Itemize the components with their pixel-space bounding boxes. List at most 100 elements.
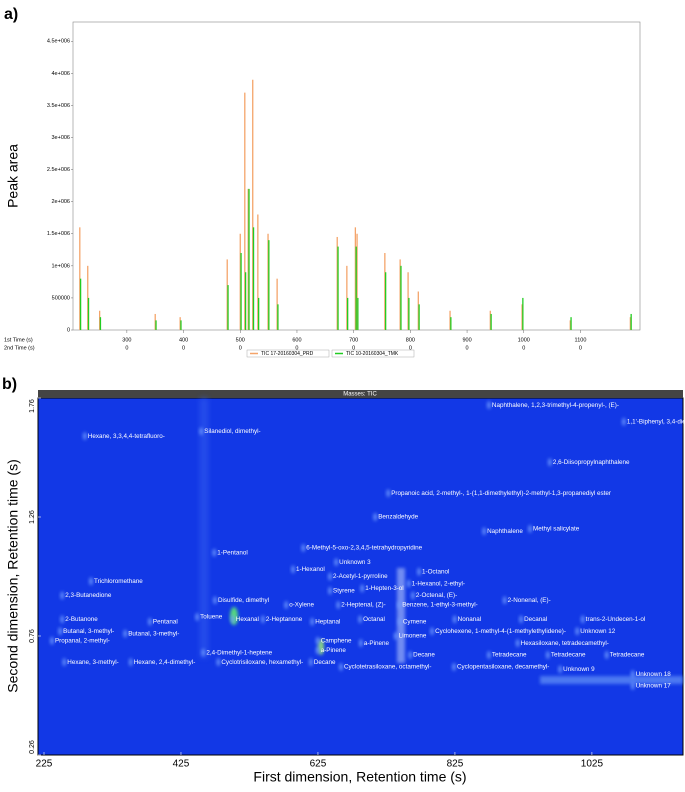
spot [360, 584, 365, 593]
spot [128, 658, 133, 667]
compound-label: a-Pinene [364, 640, 390, 647]
x-tick-label: 300 [122, 337, 131, 343]
compound-label: Unknown 12 [580, 628, 616, 635]
compound-label: Naphthalene [487, 528, 523, 535]
spot [60, 591, 65, 600]
compound-label: Tetradecane [551, 652, 586, 659]
spot [452, 615, 457, 624]
x-tick-label: 400 [179, 337, 188, 343]
legend-box [246, 349, 330, 358]
compound-label: trans-2-Undecen-1-ol [586, 616, 646, 623]
compound-label: a-Pinene [321, 647, 347, 654]
spot [373, 513, 378, 521]
spot [82, 432, 87, 441]
spot [397, 617, 402, 626]
x-tick-label: 900 [462, 337, 471, 343]
compound-label: 1-Hexanol [296, 566, 325, 573]
spot [519, 615, 524, 624]
compound-label: Nonanal [458, 616, 481, 623]
title-bar [38, 390, 683, 398]
y-tick-label: 1.76 [29, 399, 36, 413]
spot [308, 658, 313, 667]
spot [580, 615, 585, 624]
compound-label: Silanediol, dimethyl- [204, 428, 260, 435]
x2-tick-label: 0 [522, 345, 525, 351]
compound-label: Methyl salicylate [533, 526, 580, 533]
compound-label: Limonene [399, 633, 427, 640]
y-tick-label: 2e+006 [51, 199, 70, 205]
compound-label: o-Xylene [289, 602, 314, 609]
spot [230, 615, 235, 624]
compound-label: Benzene, 1-ethyl-3-methyl- [402, 602, 478, 609]
legend-label: TIC 17-20160304_PRD [261, 351, 314, 357]
compound-label: Hexane, 3,3,4,4-tetrafluoro- [88, 433, 165, 440]
compound-label: Cyclotetrasiloxane, octamethyl- [344, 664, 432, 671]
compound-label: Benzaldehyde [378, 514, 418, 521]
spot [630, 670, 635, 679]
smear [540, 676, 683, 684]
compound-label: Cyclotrisiloxane, hexamethyl- [221, 659, 303, 666]
spot [486, 651, 491, 660]
x-axis-label: First dimension, Retention time (s) [253, 769, 466, 785]
y-tick-label: 4e+006 [51, 71, 70, 77]
compound-label: Cymene [403, 618, 427, 625]
spot [147, 617, 152, 626]
compound-label: 6-Methyl-5-oxo-2,3,4,5-tetrahydropyridin… [306, 545, 422, 552]
spot [336, 601, 341, 610]
spot [301, 543, 306, 552]
spot [502, 596, 507, 605]
spot [310, 617, 315, 626]
compound-label: Octanal [363, 616, 385, 623]
x-tick-label: 600 [292, 337, 301, 343]
compound-label: Propanoic acid, 2-methyl-, 1-(1,1-dimeth… [391, 490, 611, 497]
compound-label: Unknown 17 [636, 683, 672, 690]
spot [397, 601, 402, 610]
compound-label: 1-Octanol [422, 568, 449, 575]
y-tick-label: 4.5e+006 [47, 39, 70, 45]
compound-label: Disulfide, dimethyl [218, 597, 269, 604]
spot [62, 658, 67, 667]
spot [545, 651, 550, 660]
spot [621, 417, 626, 426]
y-tick-label: 0.26 [29, 740, 36, 754]
x2-tick-label: 0 [352, 345, 355, 351]
spot [558, 665, 563, 674]
legend-label: TIC 10-20160304_TMK [346, 351, 399, 357]
compound-label: Propanal, 2-methyl- [55, 637, 110, 644]
x-row-label: 1st Time (s) [4, 337, 33, 343]
x-tick-label: 1025 [581, 759, 604, 770]
y-tick-label: 3e+006 [51, 135, 70, 141]
spot [216, 658, 221, 667]
compound-label: Hexasiloxane, tetradecamethyl- [521, 640, 609, 647]
compound-label: Decanal [524, 616, 547, 623]
spot [199, 427, 204, 436]
y-tick-label: 0.76 [29, 629, 36, 643]
y-tick-label: 3.5e+006 [47, 103, 70, 109]
x2-tick-label: 0 [409, 345, 412, 351]
compound-label: Naphthalene, 1,2,3-trimethyl-4-propenyl-… [492, 402, 619, 409]
spot [195, 612, 200, 621]
x2-tick-label: 0 [295, 345, 298, 351]
compound-label: Styrene [333, 587, 355, 594]
x-tick-label: 225 [36, 759, 53, 770]
spot [88, 577, 93, 586]
spot [406, 579, 411, 588]
y-tick-label: 0 [67, 327, 70, 333]
compound-label: 1,1'-Biphenyl, 3,4-diethyl- [627, 418, 685, 425]
spot [575, 627, 580, 636]
x2-tick-label: 0 [182, 345, 185, 351]
spot [410, 591, 415, 600]
compound-label: Decane [413, 652, 435, 659]
spot [430, 627, 435, 636]
spot [212, 548, 217, 557]
spot [334, 558, 339, 567]
compound-label: 2-Heptanone [266, 616, 303, 623]
x-tick-label: 425 [173, 759, 190, 770]
x-tick-label: 1000 [518, 337, 530, 343]
spot [291, 565, 296, 574]
x-tick-label: 700 [349, 337, 358, 343]
x-tick-label: 825 [447, 759, 464, 770]
spot [315, 636, 320, 645]
compound-label: Tetradecane [492, 652, 527, 659]
